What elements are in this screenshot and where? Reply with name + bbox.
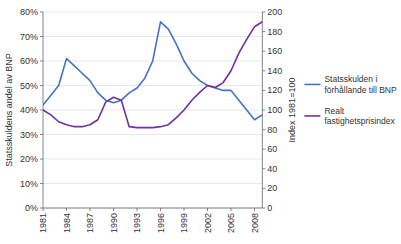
y-tick-label: 10% <box>20 179 38 189</box>
y-tick <box>40 183 43 184</box>
grid-line <box>43 36 262 37</box>
y-tick-label: 0% <box>25 203 38 213</box>
x-tick <box>137 208 138 211</box>
y2-tick-label: 180 <box>267 27 282 37</box>
y2-tick-label: 80 <box>267 125 277 135</box>
x-tick-label: 1981 <box>38 213 48 233</box>
y2-tick-label: 100 <box>267 105 282 115</box>
y2-tick <box>262 31 265 32</box>
y2-tick-label: 160 <box>267 46 282 56</box>
grid-line <box>43 85 262 86</box>
y2-tick <box>262 70 265 71</box>
x-tick <box>207 208 208 211</box>
legend: Statsskulden iförhållande till BNP Realtf… <box>304 74 397 126</box>
series-line <box>43 22 262 128</box>
y2-tick-label: 120 <box>267 85 282 95</box>
legend-label: Realtfastighetsprisindex <box>324 106 395 127</box>
legend-label: Statsskulden iförhållande till BNP <box>324 74 397 95</box>
legend-swatch <box>304 115 320 117</box>
x-tick <box>254 208 255 211</box>
y-tick-label: 40% <box>20 105 38 115</box>
x-axis-line <box>43 208 262 209</box>
y-tick-label: 80% <box>20 7 38 17</box>
y-tick-label: 70% <box>20 32 38 42</box>
legend-swatch <box>304 84 320 86</box>
y2-tick <box>262 110 265 111</box>
y2-tick-label: 20 <box>267 183 277 193</box>
x-tick-label: 2002 <box>203 213 213 233</box>
y-tick-label: 60% <box>20 56 38 66</box>
chart: Statsskulden iförhållande till BNP Realtf… <box>0 0 401 244</box>
grid-line <box>43 208 262 209</box>
x-tick-label: 1984 <box>62 213 72 233</box>
y2-tick <box>262 129 265 130</box>
y2-tick <box>262 208 265 209</box>
x-tick <box>43 208 44 211</box>
x-tick <box>90 208 91 211</box>
y2-tick-label: 140 <box>267 66 282 76</box>
x-tick-label: 1999 <box>179 213 189 233</box>
y-tick-label: 50% <box>20 81 38 91</box>
grid-line <box>43 12 262 13</box>
y-tick-label: 30% <box>20 130 38 140</box>
y2-tick <box>262 51 265 52</box>
y-tick <box>40 85 43 86</box>
y2-tick-label: 40 <box>267 164 277 174</box>
y2-tick <box>262 168 265 169</box>
y2-tick <box>262 12 265 13</box>
y2-tick-label: 0 <box>267 203 272 213</box>
x-tick-label: 1987 <box>85 213 95 233</box>
x-tick <box>113 208 114 211</box>
y2-tick <box>262 188 265 189</box>
y2-tick-label: 60 <box>267 144 277 154</box>
x-tick <box>184 208 185 211</box>
x-tick <box>160 208 161 211</box>
x-tick-label: 2008 <box>250 213 260 233</box>
y-tick <box>40 159 43 160</box>
grid <box>43 12 262 208</box>
x-tick <box>231 208 232 211</box>
y2-tick <box>262 90 265 91</box>
x-tick <box>66 208 67 211</box>
grid-line <box>43 183 262 184</box>
grid-line <box>43 134 262 135</box>
y2-axis-label: Index 1981=100 <box>287 78 297 143</box>
x-tick-label: 1993 <box>132 213 142 233</box>
y-tick <box>40 36 43 37</box>
y-tick <box>40 12 43 13</box>
axes: 1981198419871990199319961999200220052008… <box>4 7 297 233</box>
grid-line <box>43 159 262 160</box>
y-tick <box>40 208 43 209</box>
series-line <box>43 22 262 120</box>
y-tick <box>40 61 43 62</box>
y-axis-label: Statsskuldens andel av BNP <box>4 53 14 167</box>
plot-area <box>43 22 262 128</box>
x-tick-label: 2005 <box>226 213 236 233</box>
y2-tick <box>262 149 265 150</box>
x-tick-label: 1996 <box>156 213 166 233</box>
y2-tick-label: 200 <box>267 7 282 17</box>
y-tick <box>40 134 43 135</box>
y-tick <box>40 110 43 111</box>
y-tick-label: 20% <box>20 154 38 164</box>
x-tick-label: 1990 <box>109 213 119 233</box>
grid-line <box>43 110 262 111</box>
